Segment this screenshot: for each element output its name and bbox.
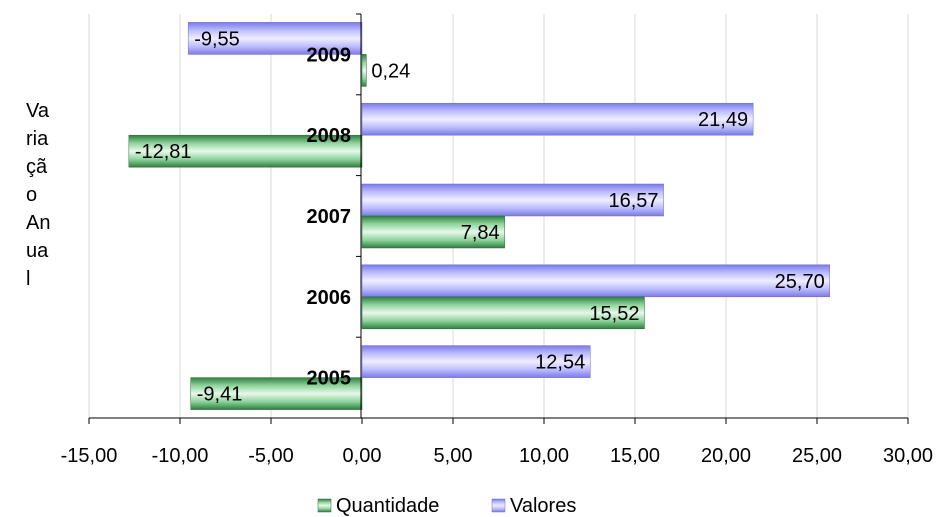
legend-label-valores: Valores (510, 495, 576, 517)
x-tick-label: -15,00 (61, 445, 118, 467)
legend-label-quantidade: Quantidade (336, 495, 439, 517)
bar-quantidade-2009 (361, 54, 367, 87)
data-label: 7,84 (461, 222, 500, 244)
y-axis-label-line: o (26, 184, 37, 206)
bar-valores-2006 (361, 264, 830, 298)
x-tick-label: 0,00 (343, 445, 382, 467)
category-label: 2006 (307, 287, 352, 309)
category-label: 2008 (307, 125, 352, 147)
y-axis-label-line: An (26, 212, 50, 234)
bar-quantidade-2007 (361, 215, 505, 249)
x-tick-label: 10,00 (519, 445, 569, 467)
x-tick-label: 30,00 (883, 445, 933, 467)
bar-valores-2008 (361, 102, 754, 136)
data-label: 16,57 (609, 190, 659, 212)
data-label: -12,81 (135, 141, 192, 163)
x-tick-label: 20,00 (701, 445, 751, 467)
y-axis-label-line: l (26, 268, 30, 290)
x-tick-label: -5,00 (248, 445, 294, 467)
x-tick-label: -10,00 (152, 445, 209, 467)
legend-swatch-quantidade (317, 498, 332, 513)
x-tick-label: 25,00 (792, 445, 842, 467)
bars (128, 22, 830, 410)
legend-swatch-valores (491, 498, 506, 513)
y-axis-label-line: ua (26, 240, 49, 262)
data-label: -9,55 (194, 28, 240, 50)
bar-quantidade-2005 (190, 377, 363, 410)
legend: Quantidade Valores (317, 495, 576, 517)
x-tick-label: 5,00 (434, 445, 473, 467)
axes: -15,00 -10,00 -5,00 0,00 5,00 10,00 15,00 20,00… (61, 13, 933, 467)
category-label: 2009 (307, 44, 352, 66)
data-label: 15,52 (589, 303, 639, 325)
category-label: 2005 (307, 368, 352, 390)
bar-valores-2007 (361, 183, 664, 217)
data-label: 0,24 (371, 60, 410, 82)
y-axis-label-line: ria (26, 128, 49, 150)
category-label: 2007 (307, 206, 352, 228)
data-label: 25,70 (775, 271, 825, 293)
bar-quantidade-2006 (361, 296, 645, 330)
y-axis-label-line: Va (26, 100, 50, 122)
bar-valores-2009 (187, 22, 363, 55)
x-tick-label: 15,00 (610, 445, 660, 467)
data-label: -9,41 (197, 384, 243, 406)
data-label: 12,54 (535, 352, 585, 374)
labels: 12,54 -9,41 2005 25,70 15,52 2006 16,57 7,84 200… (26, 28, 825, 405)
data-label: 21,49 (698, 109, 748, 131)
y-axis-label-line: çã (26, 156, 48, 178)
bar-valores-2005 (361, 345, 591, 378)
bar-quantidade-2008 (128, 134, 363, 168)
